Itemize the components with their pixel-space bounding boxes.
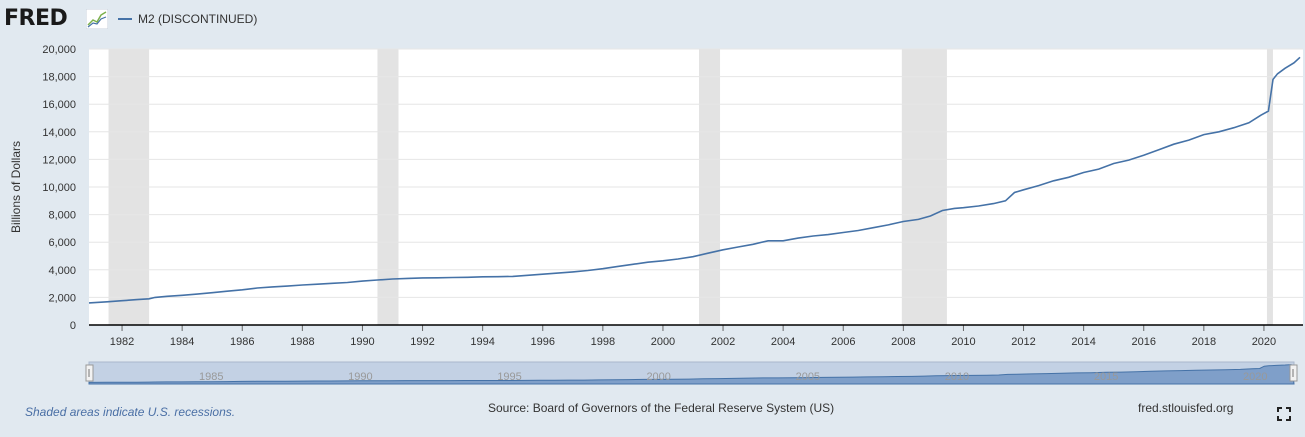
x-tick-label: 2010 bbox=[951, 336, 975, 348]
y-tick-label: 18,000 bbox=[42, 72, 76, 84]
chart-legend[interactable]: M2 (DISCONTINUED) bbox=[118, 12, 257, 26]
navigator-handle-right[interactable] bbox=[1289, 364, 1298, 382]
x-tick-label: 1982 bbox=[110, 336, 134, 348]
recession-note: Shaded areas indicate U.S. recessions. bbox=[25, 405, 236, 419]
y-tick-label: 0 bbox=[70, 320, 76, 332]
navigator-label: 2010 bbox=[945, 371, 969, 383]
y-tick-label: 2,000 bbox=[48, 292, 76, 304]
x-tick-label: 2004 bbox=[771, 336, 795, 348]
x-tick-label: 2016 bbox=[1131, 336, 1155, 348]
site-link[interactable]: fred.stlouisfed.org bbox=[1138, 401, 1234, 415]
x-tick-label: 1986 bbox=[230, 336, 254, 348]
y-tick-label: 8,000 bbox=[48, 210, 76, 222]
source-text: Source: Board of Governors of the Federa… bbox=[488, 401, 835, 415]
navigator-label: 2020 bbox=[1243, 371, 1267, 383]
series-line-m2[interactable] bbox=[88, 56, 1301, 304]
y-tick-label: 4,000 bbox=[48, 265, 76, 277]
navigator-label: 2000 bbox=[646, 371, 670, 383]
x-tick-label: 2020 bbox=[1252, 336, 1276, 348]
navigator-label: 1990 bbox=[348, 371, 372, 383]
x-tick-label: 2002 bbox=[711, 336, 735, 348]
x-tick-label: 1994 bbox=[470, 336, 494, 348]
x-tick-label: 2006 bbox=[831, 336, 855, 348]
fred-logo[interactable]: FRED bbox=[4, 6, 68, 31]
navigator-label: 1995 bbox=[497, 371, 521, 383]
y-axis-ticks: 0 2,000 4,000 6,000 8,000 10,000 12,000 14,000 1… bbox=[42, 44, 76, 332]
y-tick-label: 6,000 bbox=[48, 237, 76, 249]
x-tick-label: 1990 bbox=[350, 336, 374, 348]
x-tick-label: 2008 bbox=[891, 336, 915, 348]
x-tick-label: 2012 bbox=[1011, 336, 1035, 348]
y-tick-label: 10,000 bbox=[42, 182, 76, 194]
x-tick-label: 2000 bbox=[651, 336, 675, 348]
navigator-label: 1985 bbox=[199, 371, 223, 383]
navigator-label: 2005 bbox=[796, 371, 820, 383]
navigator-series-area bbox=[88, 364, 1295, 385]
x-tick-label: 1996 bbox=[531, 336, 555, 348]
x-tick-label: 1992 bbox=[410, 336, 434, 348]
chart-line-icon bbox=[86, 9, 108, 29]
x-tick-label: 1988 bbox=[290, 336, 314, 348]
navigator-label: 2015 bbox=[1094, 371, 1118, 383]
y-tick-label: 12,000 bbox=[42, 154, 76, 166]
legend-label: M2 (DISCONTINUED) bbox=[138, 12, 258, 26]
x-axis-ticks: 1982 1984 1986 1988 1990 1992 1994 1996 1998 2000… bbox=[110, 325, 1276, 348]
x-tick-label: 2014 bbox=[1071, 336, 1095, 348]
navigator-handle-left[interactable] bbox=[85, 364, 94, 382]
navigator-labels: 1985 1990 1995 2000 2005 2010 2015 2020 bbox=[199, 371, 1267, 383]
x-tick-label: 2018 bbox=[1192, 336, 1216, 348]
y-tick-label: 14,000 bbox=[42, 127, 76, 139]
gridlines bbox=[89, 48, 1303, 298]
fullscreen-icon[interactable] bbox=[1277, 407, 1291, 421]
x-tick-label: 1984 bbox=[170, 336, 194, 348]
legend-line-icon bbox=[118, 18, 132, 20]
y-axis-label: Billions of Dollars bbox=[9, 141, 23, 233]
range-navigator[interactable]: 1985 1990 1995 2000 2005 2010 2015 2020 bbox=[85, 361, 1298, 385]
y-tick-label: 16,000 bbox=[42, 99, 76, 111]
x-tick-label: 1998 bbox=[591, 336, 615, 348]
y-tick-label: 20,000 bbox=[42, 44, 76, 56]
